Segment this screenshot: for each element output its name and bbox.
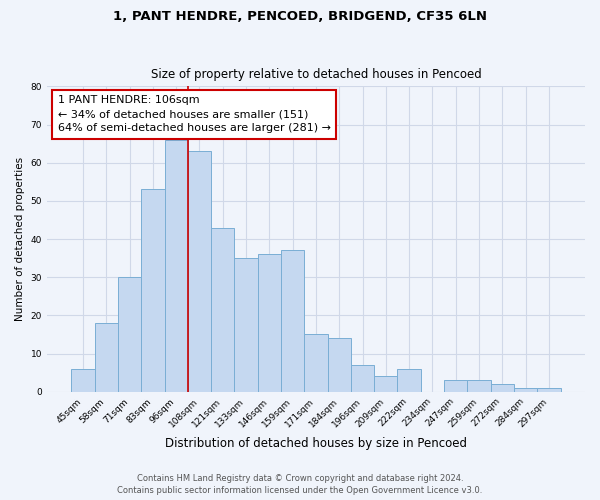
Bar [374,376,397,392]
Bar [537,388,560,392]
Bar [164,140,188,392]
Title: Size of property relative to detached houses in Pencoed: Size of property relative to detached ho… [151,68,481,81]
Text: 1, PANT HENDRE, PENCOED, BRIDGEND, CF35 6LN: 1, PANT HENDRE, PENCOED, BRIDGEND, CF35 … [113,10,487,23]
Bar [328,338,351,392]
Bar [95,323,118,392]
Bar [235,258,258,392]
Bar [444,380,467,392]
Bar [258,254,281,392]
X-axis label: Distribution of detached houses by size in Pencoed: Distribution of detached houses by size … [165,437,467,450]
Bar [281,250,304,392]
Bar [514,388,537,392]
Bar [351,365,374,392]
Text: Contains HM Land Registry data © Crown copyright and database right 2024.
Contai: Contains HM Land Registry data © Crown c… [118,474,482,495]
Bar [188,151,211,392]
Bar [141,190,164,392]
Bar [71,369,95,392]
Bar [467,380,491,392]
Text: 1 PANT HENDRE: 106sqm
← 34% of detached houses are smaller (151)
64% of semi-det: 1 PANT HENDRE: 106sqm ← 34% of detached … [58,96,331,134]
Bar [211,228,235,392]
Bar [304,334,328,392]
Bar [397,369,421,392]
Y-axis label: Number of detached properties: Number of detached properties [15,157,25,321]
Bar [491,384,514,392]
Bar [118,277,141,392]
